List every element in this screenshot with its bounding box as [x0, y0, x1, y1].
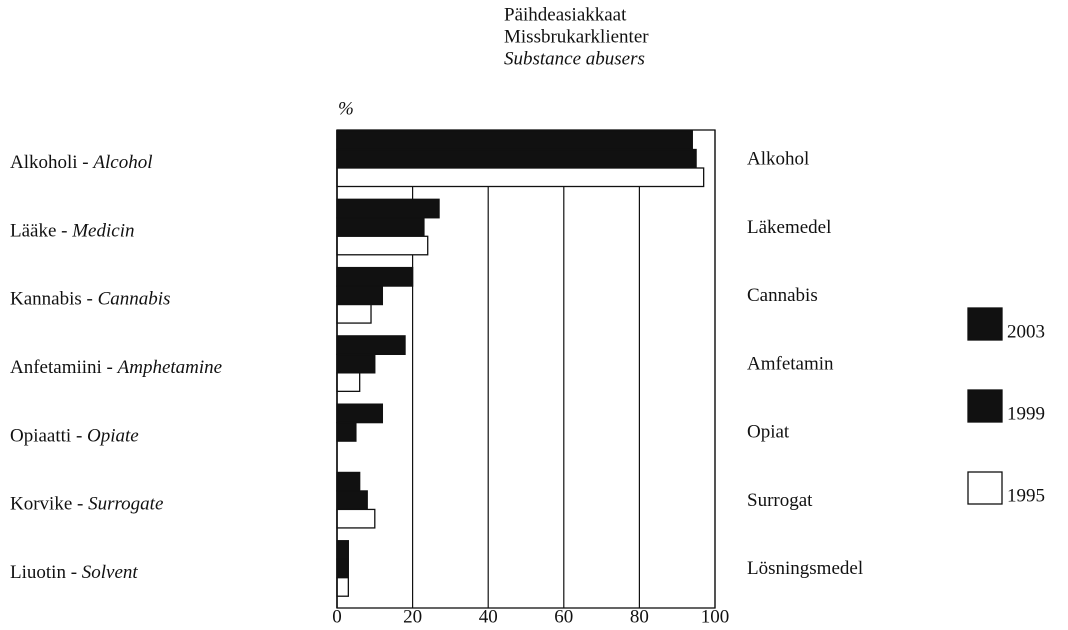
- category-label: Anfetamiini - Amphetamine: [10, 357, 222, 378]
- category-label: Opiaatti - Opiate: [10, 426, 139, 447]
- legend-swatch: [967, 389, 1003, 423]
- right-label: Lösningsmedel: [747, 558, 863, 579]
- x-tick-label: 60: [554, 606, 573, 627]
- category-label: Kannabis - Cannabis: [10, 289, 170, 310]
- legend-label: 2003: [1007, 321, 1045, 342]
- bar: [336, 266, 414, 287]
- bar: [336, 403, 384, 424]
- bar: [336, 558, 349, 579]
- legend-label: 1999: [1007, 403, 1045, 424]
- x-tick-label: 0: [332, 606, 342, 627]
- axis-unit: %: [338, 98, 354, 119]
- chart-subtitle: Missbrukarklienter: [504, 26, 649, 47]
- bar: [336, 353, 376, 374]
- right-label: Opiat: [747, 422, 790, 443]
- category-label: Liuotin - Solvent: [10, 562, 138, 583]
- bar: [336, 490, 368, 511]
- legend-swatch: [967, 307, 1003, 341]
- right-label: Surrogat: [747, 490, 813, 511]
- category-label: Alkoholi - Alcohol: [10, 153, 153, 174]
- x-tick-label: 40: [479, 606, 498, 627]
- bar: [336, 540, 349, 560]
- category-label: Korvike - Surrogate: [10, 494, 163, 515]
- bar: [336, 421, 357, 442]
- bar: [336, 508, 376, 529]
- bar: [336, 471, 361, 492]
- right-label: Alkohol: [747, 149, 809, 170]
- bar: [336, 285, 384, 306]
- x-tick-label: 100: [701, 606, 730, 627]
- bar: [336, 372, 361, 393]
- bar: [336, 167, 705, 188]
- right-label: Cannabis: [747, 285, 818, 306]
- bar: [336, 235, 429, 256]
- bar: [336, 130, 693, 151]
- bar: [336, 303, 372, 324]
- bar: [336, 577, 349, 597]
- bar: [336, 198, 440, 219]
- bar: [336, 217, 425, 237]
- bar: [336, 148, 697, 169]
- bar: [336, 335, 406, 356]
- x-tick-label: 80: [630, 606, 649, 627]
- right-label: Amfetamin: [747, 353, 834, 374]
- legend-label: 1995: [1007, 485, 1045, 506]
- legend-swatch: [967, 471, 1003, 505]
- right-label: Läkemedel: [747, 217, 831, 238]
- chart-title: Päihdeasiakkaat: [504, 4, 627, 25]
- x-tick-label: 20: [403, 606, 422, 627]
- category-label: Lääke - Medicin: [10, 221, 135, 242]
- chart-subtitle-en: Substance abusers: [504, 48, 645, 69]
